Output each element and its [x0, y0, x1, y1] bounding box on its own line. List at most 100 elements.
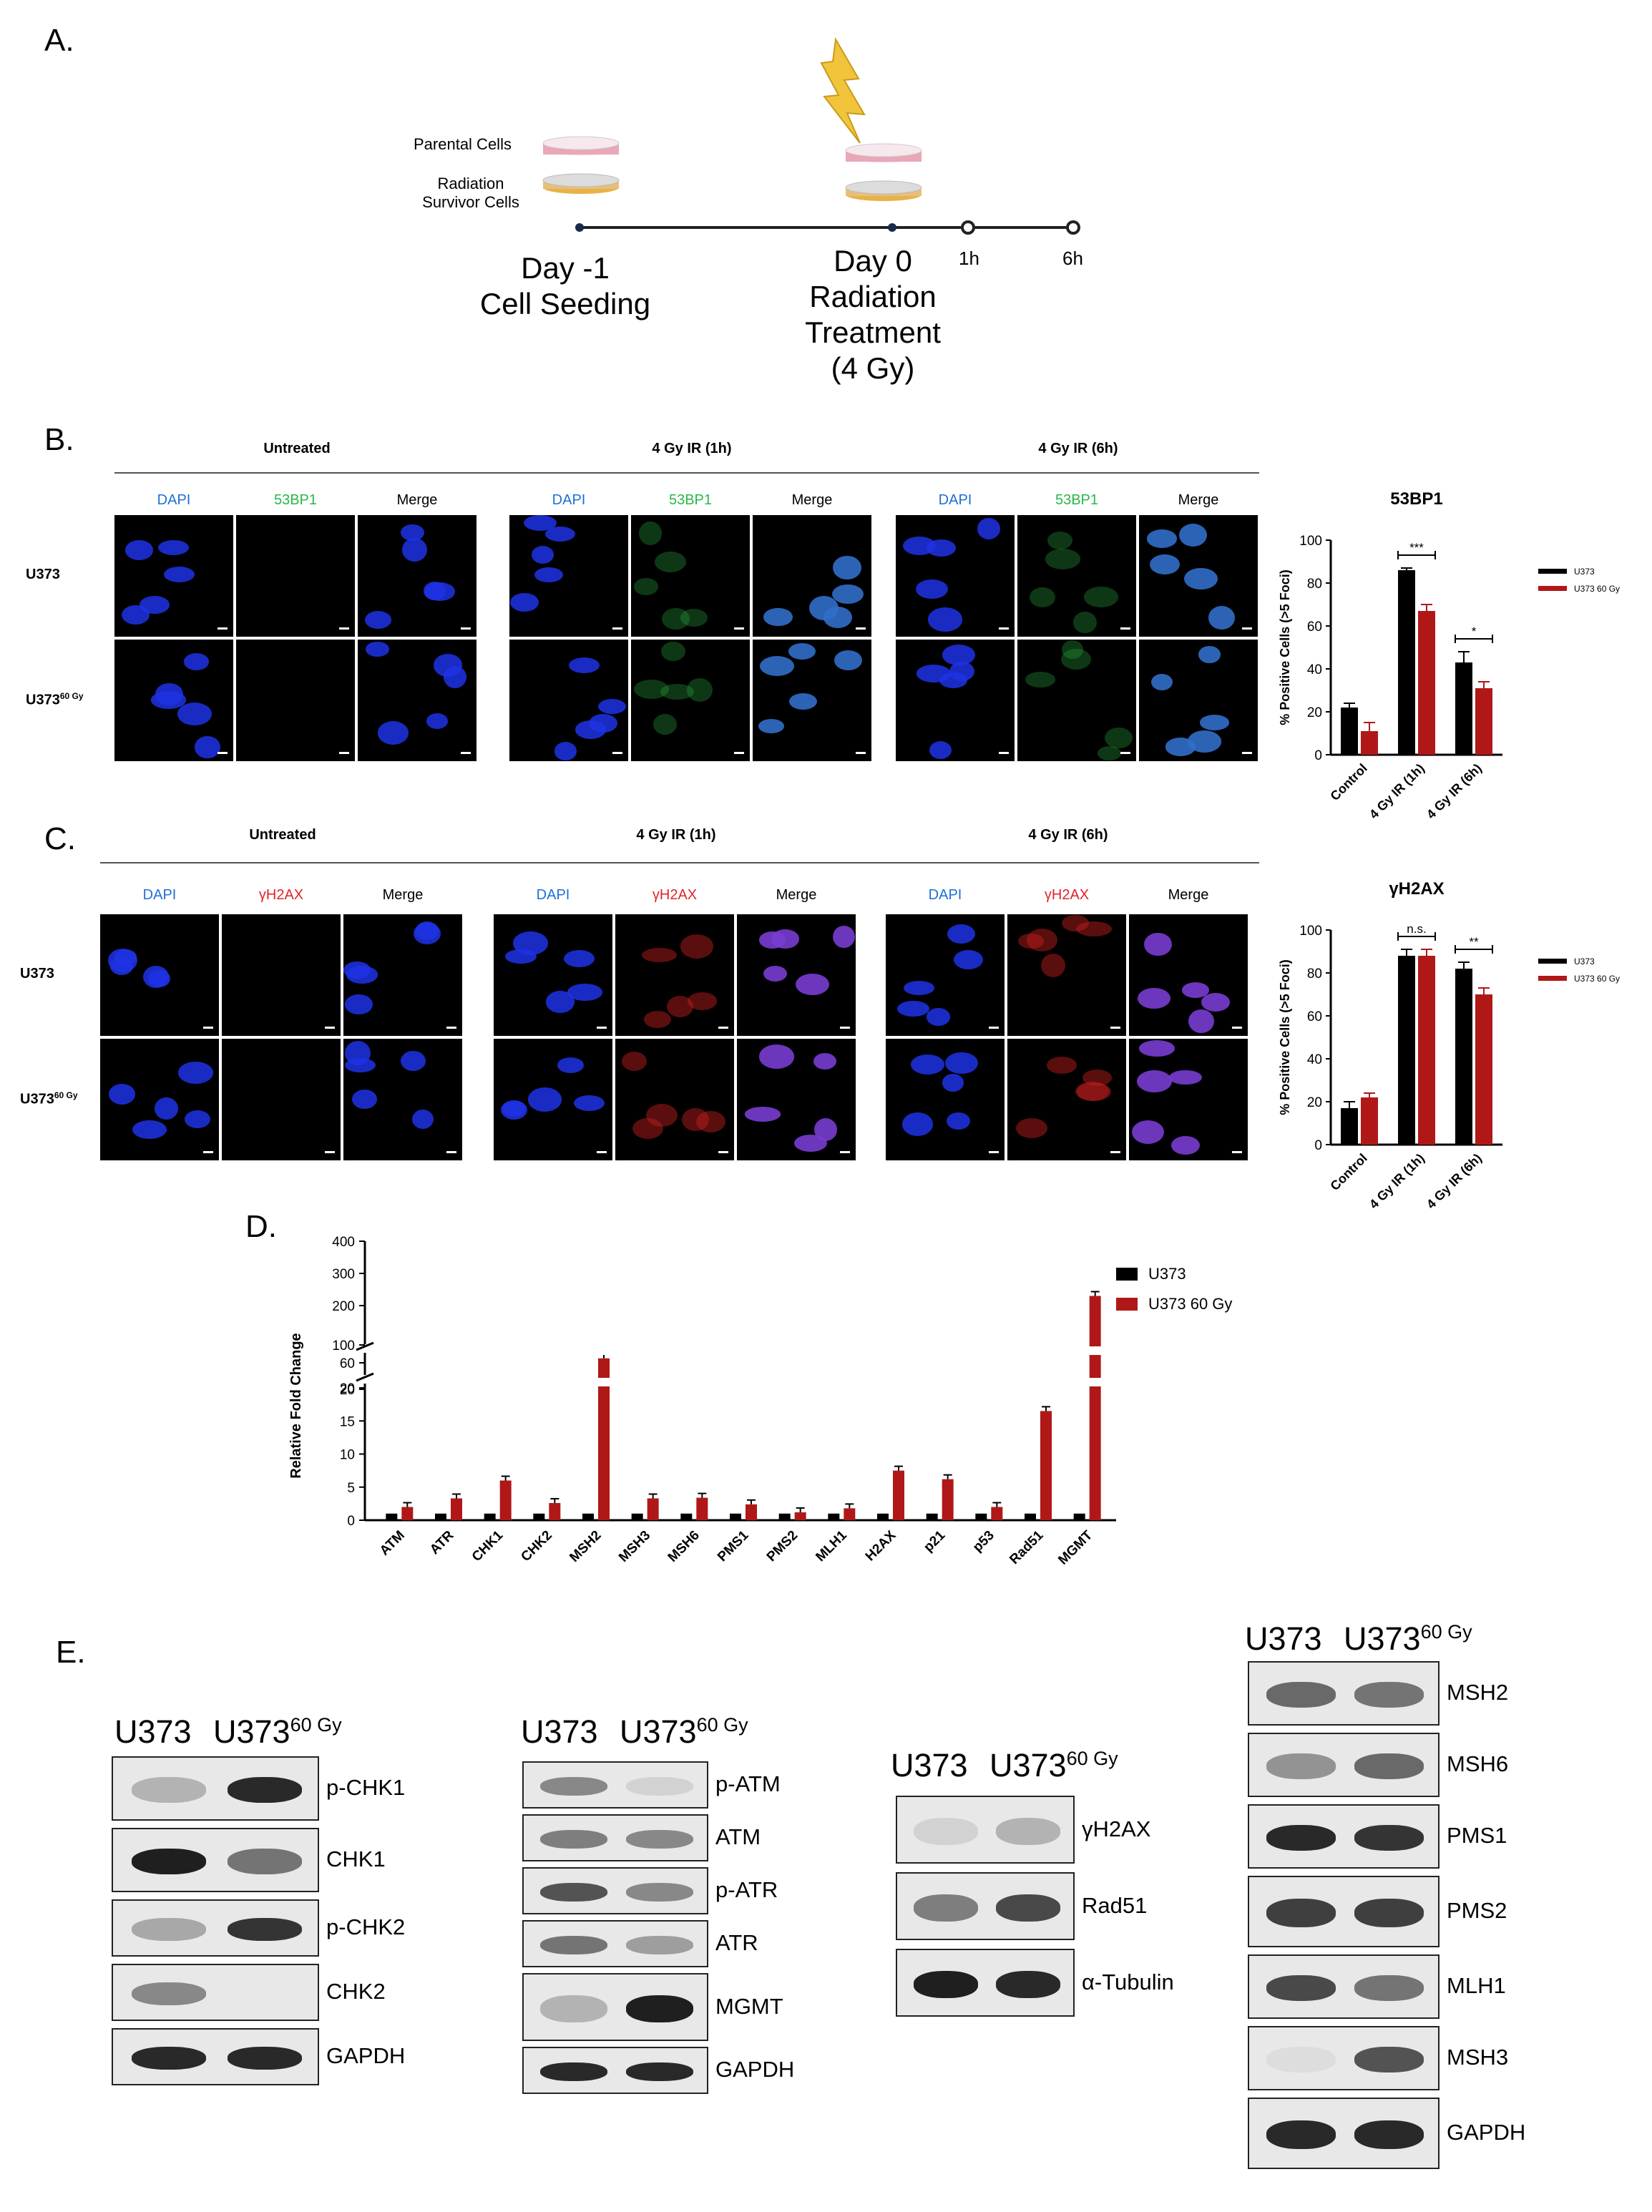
- bar: [631, 1513, 643, 1520]
- bar: [484, 1513, 496, 1520]
- blot-strip: [112, 1828, 319, 1892]
- micrograph-tile: [1007, 914, 1126, 1036]
- timeline-dot-6h: [1066, 220, 1080, 235]
- blot-strip: [522, 1920, 708, 1967]
- blot-band: [227, 1777, 302, 1803]
- nucleus: [344, 1041, 371, 1066]
- nucleus: [809, 595, 839, 620]
- nucleus: [352, 1089, 378, 1109]
- parental-cells-label: Parental Cells: [414, 135, 512, 153]
- bar: [1089, 1296, 1101, 1520]
- blot-band: [1266, 2120, 1336, 2149]
- bar: [794, 1512, 806, 1520]
- nucleus: [977, 518, 1001, 540]
- scale-bar: [989, 1151, 999, 1153]
- channel-label: DAPI: [552, 492, 586, 508]
- blot-strip: [1248, 1954, 1440, 2019]
- nucleus: [401, 524, 424, 542]
- channel-label: DAPI: [928, 887, 962, 903]
- legend-label: U373 60 Gy: [1574, 974, 1620, 984]
- x-tick-label: p21: [921, 1527, 948, 1555]
- y-tick-label: 200: [332, 1299, 355, 1314]
- channel-label: γH2AX: [1044, 887, 1090, 903]
- y-tick-label: 40: [1307, 1052, 1322, 1067]
- micrograph-tile: [631, 515, 750, 637]
- micrograph-tile: [358, 515, 476, 637]
- micrograph-tile: [509, 515, 628, 637]
- blot-band: [132, 1982, 207, 2005]
- channel-label: Merge: [776, 887, 817, 903]
- row-label: U373: [26, 567, 60, 582]
- scale-bar: [718, 1151, 728, 1153]
- micrograph-tile: [631, 640, 750, 761]
- nucleus: [643, 1011, 671, 1028]
- nucleus: [544, 527, 576, 542]
- channel-label: DAPI: [938, 492, 972, 508]
- scale-bar: [446, 1151, 456, 1153]
- lightning-bolt-icon: [820, 36, 866, 144]
- blot-strip: [522, 1814, 708, 1861]
- micrograph-tile: [615, 1039, 734, 1160]
- blot-strip: [112, 1964, 319, 2021]
- scale-bar: [339, 627, 349, 630]
- nucleus: [1188, 1009, 1214, 1033]
- nucleus: [788, 693, 818, 710]
- legend-swatch: [1538, 586, 1567, 591]
- blot-strip: [1248, 1804, 1440, 1869]
- bar: [499, 1480, 512, 1520]
- nucleus: [528, 1087, 562, 1112]
- bar: [778, 1513, 791, 1520]
- x-tick-label: MSH3: [616, 1528, 653, 1565]
- x-tick-label: MSH6: [665, 1528, 703, 1565]
- blot-strip: [112, 1756, 319, 1821]
- y-tick-label: 80: [1307, 577, 1322, 592]
- channel-label: Merge: [1168, 887, 1209, 903]
- nucleus: [512, 931, 549, 955]
- bar: [680, 1513, 693, 1520]
- y-axis-label: Relative Fold Change: [288, 1333, 304, 1478]
- blot-band: [540, 1882, 607, 1902]
- bar: [1073, 1513, 1085, 1520]
- nucleus: [423, 582, 446, 601]
- blot-label: p-CHK1: [326, 1775, 406, 1800]
- nucleus: [426, 713, 449, 730]
- day0-label: Day 0 Radiation Treatment (4 Gy): [805, 244, 941, 385]
- nucleus: [1150, 554, 1180, 575]
- y-axis-label: % Positive Cells (>5 Foci): [1278, 959, 1292, 1115]
- nucleus: [142, 965, 169, 988]
- nucleus: [177, 1061, 213, 1084]
- bar: [1455, 662, 1472, 755]
- nucleus: [510, 593, 539, 612]
- nucleus: [660, 683, 694, 700]
- panel-c-label: C.: [44, 821, 76, 856]
- nucleus: [1146, 529, 1177, 548]
- x-tick-label: Control: [1327, 761, 1369, 803]
- x-tick-label: PMS2: [764, 1528, 801, 1565]
- micrograph-tile: [886, 1039, 1005, 1160]
- bar: [1418, 611, 1435, 755]
- scale-bar: [1242, 627, 1252, 630]
- blot-band: [1354, 2120, 1424, 2149]
- y-tick-label: 10: [340, 1448, 355, 1463]
- nucleus: [365, 611, 392, 630]
- blot-band: [540, 2062, 607, 2082]
- blot-strip: [1248, 1661, 1440, 1726]
- nucleus: [177, 703, 212, 726]
- blot-band: [1354, 1753, 1424, 1779]
- nucleus: [745, 1107, 781, 1122]
- nucleus: [832, 584, 864, 604]
- nucleus: [108, 1084, 135, 1105]
- y-tick-label: 60: [340, 1356, 355, 1371]
- panel-c-rule: [100, 862, 1259, 863]
- y-tick-label: 400: [332, 1235, 355, 1250]
- bar: [1361, 1097, 1378, 1145]
- micrograph-tile: [1007, 1039, 1126, 1160]
- nucleus: [632, 1118, 663, 1140]
- nucleus: [681, 1108, 709, 1132]
- scale-bar: [612, 752, 622, 754]
- blot-band: [626, 1935, 693, 1955]
- nucleus: [641, 948, 677, 963]
- micrograph-tile: [1129, 1039, 1248, 1160]
- blot-strip: [522, 1973, 708, 2041]
- scale-bar: [1232, 1151, 1242, 1153]
